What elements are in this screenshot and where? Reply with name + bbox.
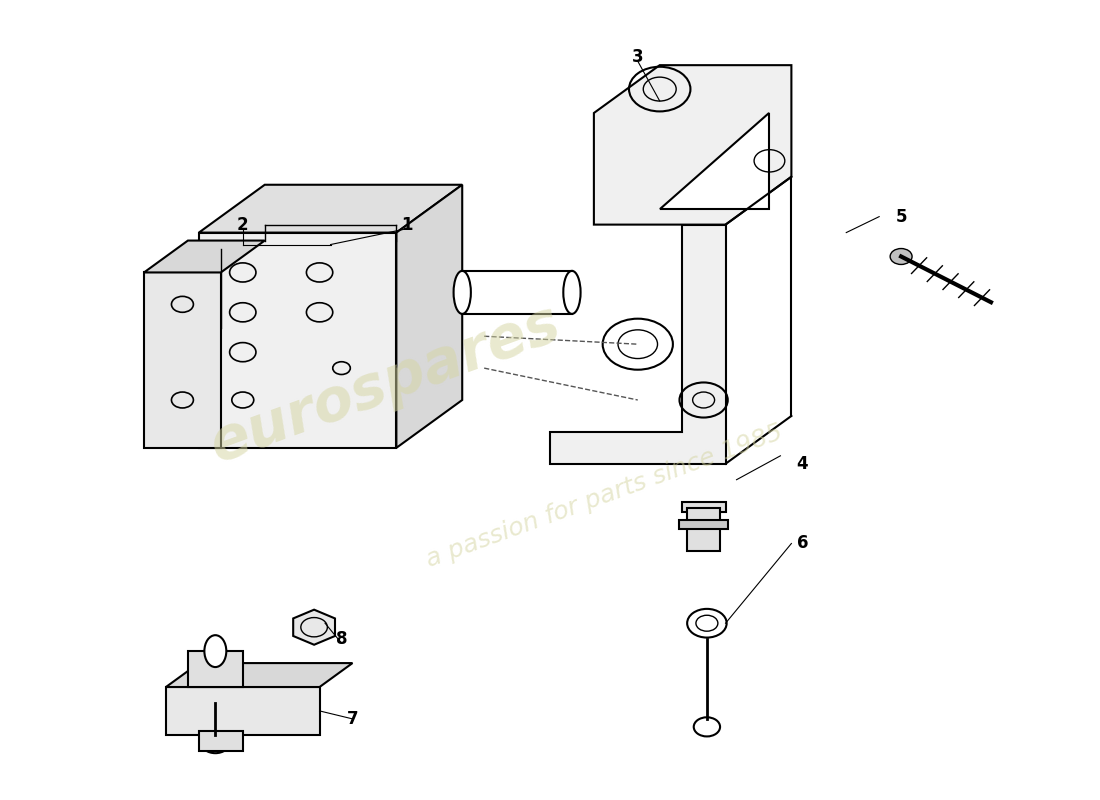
Circle shape	[890, 249, 912, 265]
Ellipse shape	[563, 271, 581, 314]
Polygon shape	[144, 241, 265, 273]
Bar	[144, 273, 221, 448]
Polygon shape	[550, 225, 726, 464]
Text: 5: 5	[895, 208, 906, 226]
Text: 6: 6	[796, 534, 808, 553]
Text: 4: 4	[796, 454, 808, 473]
Text: 7: 7	[346, 710, 359, 728]
Text: 3: 3	[632, 48, 644, 66]
Text: eurospares: eurospares	[202, 294, 569, 474]
Polygon shape	[199, 185, 462, 233]
Bar	[188, 651, 243, 687]
Text: 2: 2	[236, 216, 249, 234]
Ellipse shape	[205, 635, 227, 667]
Polygon shape	[396, 185, 462, 448]
Bar	[682, 502, 726, 512]
Text: 8: 8	[336, 630, 348, 648]
Bar	[166, 687, 320, 735]
Bar	[199, 233, 396, 448]
Polygon shape	[660, 113, 769, 209]
Polygon shape	[294, 610, 335, 645]
Bar	[199, 731, 243, 750]
Ellipse shape	[453, 271, 471, 314]
Bar	[688, 508, 720, 551]
Text: a passion for parts since 1985: a passion for parts since 1985	[424, 420, 786, 571]
Polygon shape	[594, 65, 791, 225]
Text: 1: 1	[402, 216, 414, 234]
Polygon shape	[166, 663, 352, 687]
Bar	[680, 519, 728, 529]
